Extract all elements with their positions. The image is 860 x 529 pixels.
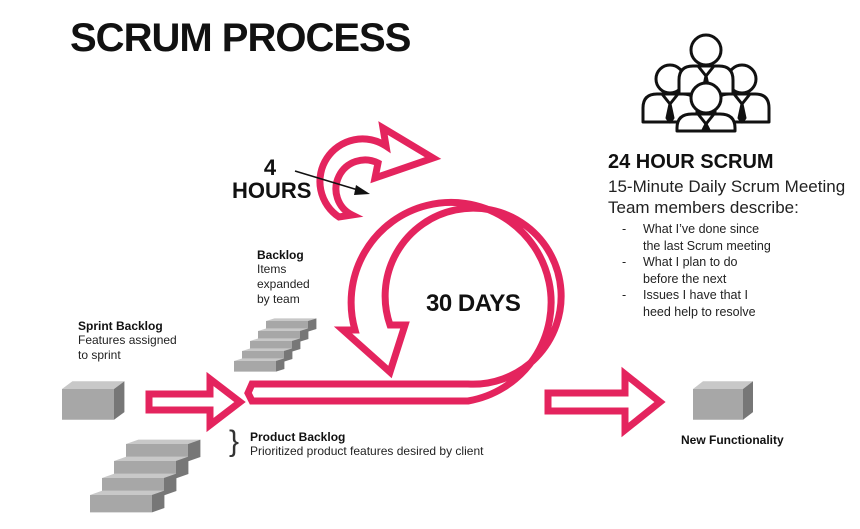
daily-cycle-arrow: [316, 121, 442, 221]
pointer-arrowhead: [354, 185, 370, 195]
list-item-line-1: What I’ve done since: [643, 222, 760, 236]
daily-cycle-label: 4 HOURS: [232, 155, 312, 203]
sprint-cycle-arrow: [244, 198, 565, 405]
daily-cycle-number: 4: [263, 155, 277, 180]
sprint-backlog-block-icon: [62, 381, 125, 420]
backlog-line-2: expanded: [257, 277, 310, 291]
list-item: - Issues I have that I heed help to resolv…: [622, 287, 771, 320]
list-dash: -: [622, 222, 627, 236]
list-item: - What I’ve done since the last Scrum meet…: [622, 221, 771, 254]
backlog-title: Backlog: [257, 248, 304, 262]
backlog-line-3: by team: [257, 292, 300, 306]
backlog-line-1: Items: [257, 262, 287, 276]
product-backlog-bracket: }: [229, 425, 240, 458]
sprint-backlog-title: Sprint Backlog: [78, 319, 163, 333]
backlog-label: Backlog Items expanded by team: [257, 248, 310, 307]
new-functionality-label: New Functionality: [681, 433, 784, 447]
list-item-line-1: Issues I have that I: [643, 288, 748, 302]
daily-cycle-unit: HOURS: [232, 178, 312, 203]
pointer-line: [294, 170, 359, 191]
list-dash: -: [622, 255, 627, 269]
list-item-line-2: heed help to resolve: [643, 304, 756, 319]
product-backlog-items-icon: [90, 439, 201, 513]
sprint-duration-label: 30 DAYS: [426, 290, 521, 317]
list-item-line-1: What I plan to do: [643, 255, 738, 269]
sprint-backlog-line-1: Features assigned: [78, 333, 177, 347]
list-item-line-2: before the next: [643, 271, 727, 286]
sprint-backlog-line-2: to sprint: [78, 348, 121, 362]
daily-scrum-intro: Team members describe:: [608, 198, 799, 217]
sprint-backlog-label: Sprint Backlog Features assigned to spri…: [78, 319, 177, 363]
product-backlog-description: Prioritized product features desired by …: [250, 444, 484, 458]
daily-scrum-list: - What I’ve done since the last Scrum meet…: [622, 221, 771, 320]
daily-scrum-subheading: 15-Minute Daily Scrum Meeting: [608, 177, 846, 196]
list-item: - What I plan to do before the next: [622, 254, 771, 287]
title-light: PROCESS: [221, 16, 412, 60]
list-dash: -: [622, 288, 627, 302]
backlog-items-icon: [234, 318, 317, 372]
product-backlog-title: Product Backlog: [250, 430, 346, 444]
input-arrow: [145, 371, 246, 433]
page-title: SCRUM PROCESS: [70, 16, 412, 60]
list-item-line-2: the last Scrum meeting: [643, 238, 771, 253]
daily-scrum-heading: 24 HOUR SCRUM: [608, 151, 774, 173]
team-people-icon: [641, 33, 771, 133]
output-arrow: [544, 366, 666, 438]
title-bold: SCRUM: [70, 16, 213, 60]
new-functionality-block-icon: [693, 381, 753, 420]
product-backlog-label: Product Backlog Prioritized product feat…: [250, 430, 483, 459]
